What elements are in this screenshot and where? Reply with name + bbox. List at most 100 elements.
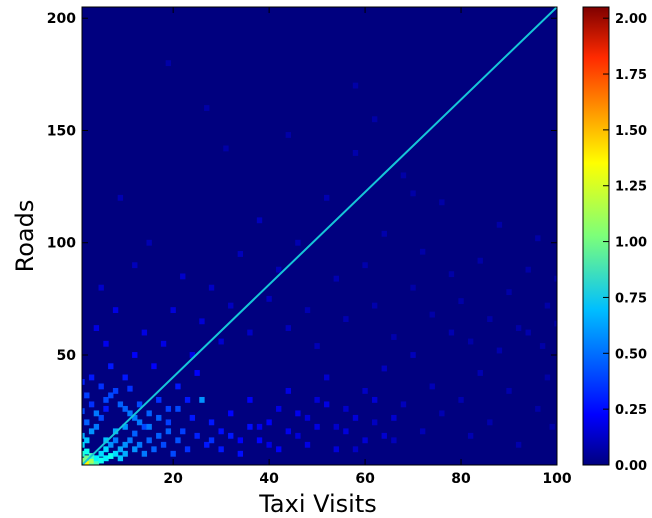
heatmap-bin bbox=[84, 459, 90, 465]
heatmap-bin bbox=[295, 432, 301, 439]
heatmap-bin bbox=[194, 432, 200, 439]
heatmap-bin bbox=[84, 448, 90, 455]
heatmap-bin bbox=[343, 405, 349, 412]
heatmap-bin bbox=[84, 455, 90, 462]
heatmap-bin bbox=[295, 410, 301, 417]
heatmap-bin bbox=[419, 428, 426, 435]
heatmap-bin bbox=[352, 150, 359, 156]
heatmap-bin bbox=[535, 235, 541, 242]
heatmap-bin bbox=[175, 383, 181, 390]
heatmap-bin bbox=[165, 419, 172, 426]
heatmap-bin bbox=[400, 172, 407, 179]
heatmap-bin bbox=[218, 428, 224, 435]
heatmap-bin bbox=[151, 446, 157, 453]
heatmap-bin bbox=[256, 423, 263, 430]
heatmap-bin bbox=[228, 302, 234, 309]
heatmap-bin bbox=[410, 352, 416, 358]
heatmap-bin bbox=[477, 257, 483, 264]
heatmap-bin bbox=[419, 248, 426, 255]
heatmap-bin bbox=[204, 105, 210, 111]
heatmap-bin bbox=[127, 410, 133, 417]
heatmap-bin bbox=[108, 441, 114, 448]
heatmap-bin bbox=[237, 437, 244, 444]
heatmap-bin bbox=[372, 396, 378, 403]
heatmap-bin bbox=[108, 363, 114, 370]
heatmap-bin bbox=[194, 370, 200, 376]
heatmap-bin bbox=[141, 329, 148, 336]
colorbar-tick-label: 0.50 bbox=[615, 347, 647, 362]
heatmap-bin bbox=[247, 329, 253, 336]
heatmap-bin bbox=[352, 414, 359, 421]
heatmap-bin bbox=[410, 190, 416, 197]
heatmap-bin bbox=[98, 450, 104, 457]
heatmap-bin bbox=[136, 419, 143, 426]
colorbar-tick-label: 0.00 bbox=[615, 459, 647, 474]
heatmap-bin bbox=[170, 307, 176, 314]
heatmap-bin bbox=[122, 423, 128, 430]
heatmap-bin bbox=[372, 419, 378, 426]
heatmap-bin bbox=[554, 320, 557, 327]
heatmap-bin bbox=[237, 450, 244, 457]
heatmap-bin bbox=[117, 446, 124, 453]
heatmap-bin bbox=[218, 338, 224, 345]
colorbar-tick-label: 1.50 bbox=[615, 124, 647, 139]
heatmap-bin bbox=[362, 437, 368, 444]
heatmap-bin bbox=[103, 396, 109, 403]
heatmap-bin bbox=[112, 437, 119, 444]
heatmap-bin bbox=[285, 325, 291, 331]
heatmap-bin bbox=[285, 387, 291, 394]
heatmap-bin bbox=[103, 446, 109, 453]
heatmap-bin bbox=[256, 437, 263, 444]
heatmap-bin bbox=[410, 284, 416, 291]
x-tick-label: 80 bbox=[451, 471, 471, 487]
heatmap-bin bbox=[160, 340, 167, 347]
heatmap-bin bbox=[88, 428, 95, 435]
heatmap-bin bbox=[256, 217, 263, 224]
colorbar-tick-label: 1.25 bbox=[615, 180, 647, 195]
heatmap-bin bbox=[165, 405, 172, 412]
heatmap-bin bbox=[184, 396, 191, 403]
heatmap-bin bbox=[136, 401, 143, 408]
heatmap-bin bbox=[362, 387, 368, 394]
heatmap-bin bbox=[82, 450, 85, 457]
heatmap-bin bbox=[223, 145, 229, 152]
heatmap-bin bbox=[496, 347, 503, 354]
heatmap-bin bbox=[88, 401, 95, 408]
heatmap-bin bbox=[448, 329, 455, 336]
heatmap-bin bbox=[429, 383, 435, 390]
heatmap-bin bbox=[146, 239, 152, 246]
heatmap-bin bbox=[487, 419, 493, 426]
heatmap-bin bbox=[324, 374, 330, 381]
colorbar: 0.00 0.25 0.50 0.75 1.00 1.25 1.50 1.75 2.00 bbox=[582, 6, 647, 474]
heatmap-bin bbox=[429, 311, 435, 318]
heatmap-bin bbox=[333, 423, 339, 430]
y-axis-ticks: 50 100 150 200 bbox=[47, 11, 557, 364]
heatmap-bin bbox=[539, 343, 546, 349]
heatmap-bin bbox=[544, 374, 551, 381]
heatmap-bin bbox=[117, 455, 124, 462]
heatmap-bin bbox=[170, 450, 176, 457]
heatmap-bin bbox=[93, 325, 100, 331]
heatmap-bin bbox=[544, 302, 551, 309]
heatmap-bin bbox=[88, 462, 95, 465]
heatmap-bin bbox=[381, 230, 387, 237]
heatmap-bin bbox=[199, 396, 205, 403]
heatmap-bin bbox=[82, 457, 85, 464]
heatmap-bin bbox=[372, 116, 378, 123]
heatmap-bin bbox=[266, 441, 272, 448]
heatmap-bin bbox=[82, 379, 85, 385]
heatmap-bin bbox=[400, 401, 407, 408]
heatmap-bin bbox=[304, 414, 311, 421]
heatmap-bin bbox=[208, 419, 215, 426]
heatmap-bin bbox=[247, 396, 253, 403]
heatmap-bin bbox=[108, 453, 114, 459]
heatmap-bin bbox=[525, 266, 531, 273]
heatmap-bin bbox=[372, 302, 378, 309]
heatmap-bin bbox=[391, 414, 397, 421]
heatmap-bin bbox=[175, 405, 181, 412]
heatmap-bin bbox=[496, 221, 503, 228]
heatmap-bin bbox=[458, 396, 464, 403]
heatmap-bin bbox=[122, 450, 128, 457]
heatmap-bin bbox=[84, 419, 90, 426]
